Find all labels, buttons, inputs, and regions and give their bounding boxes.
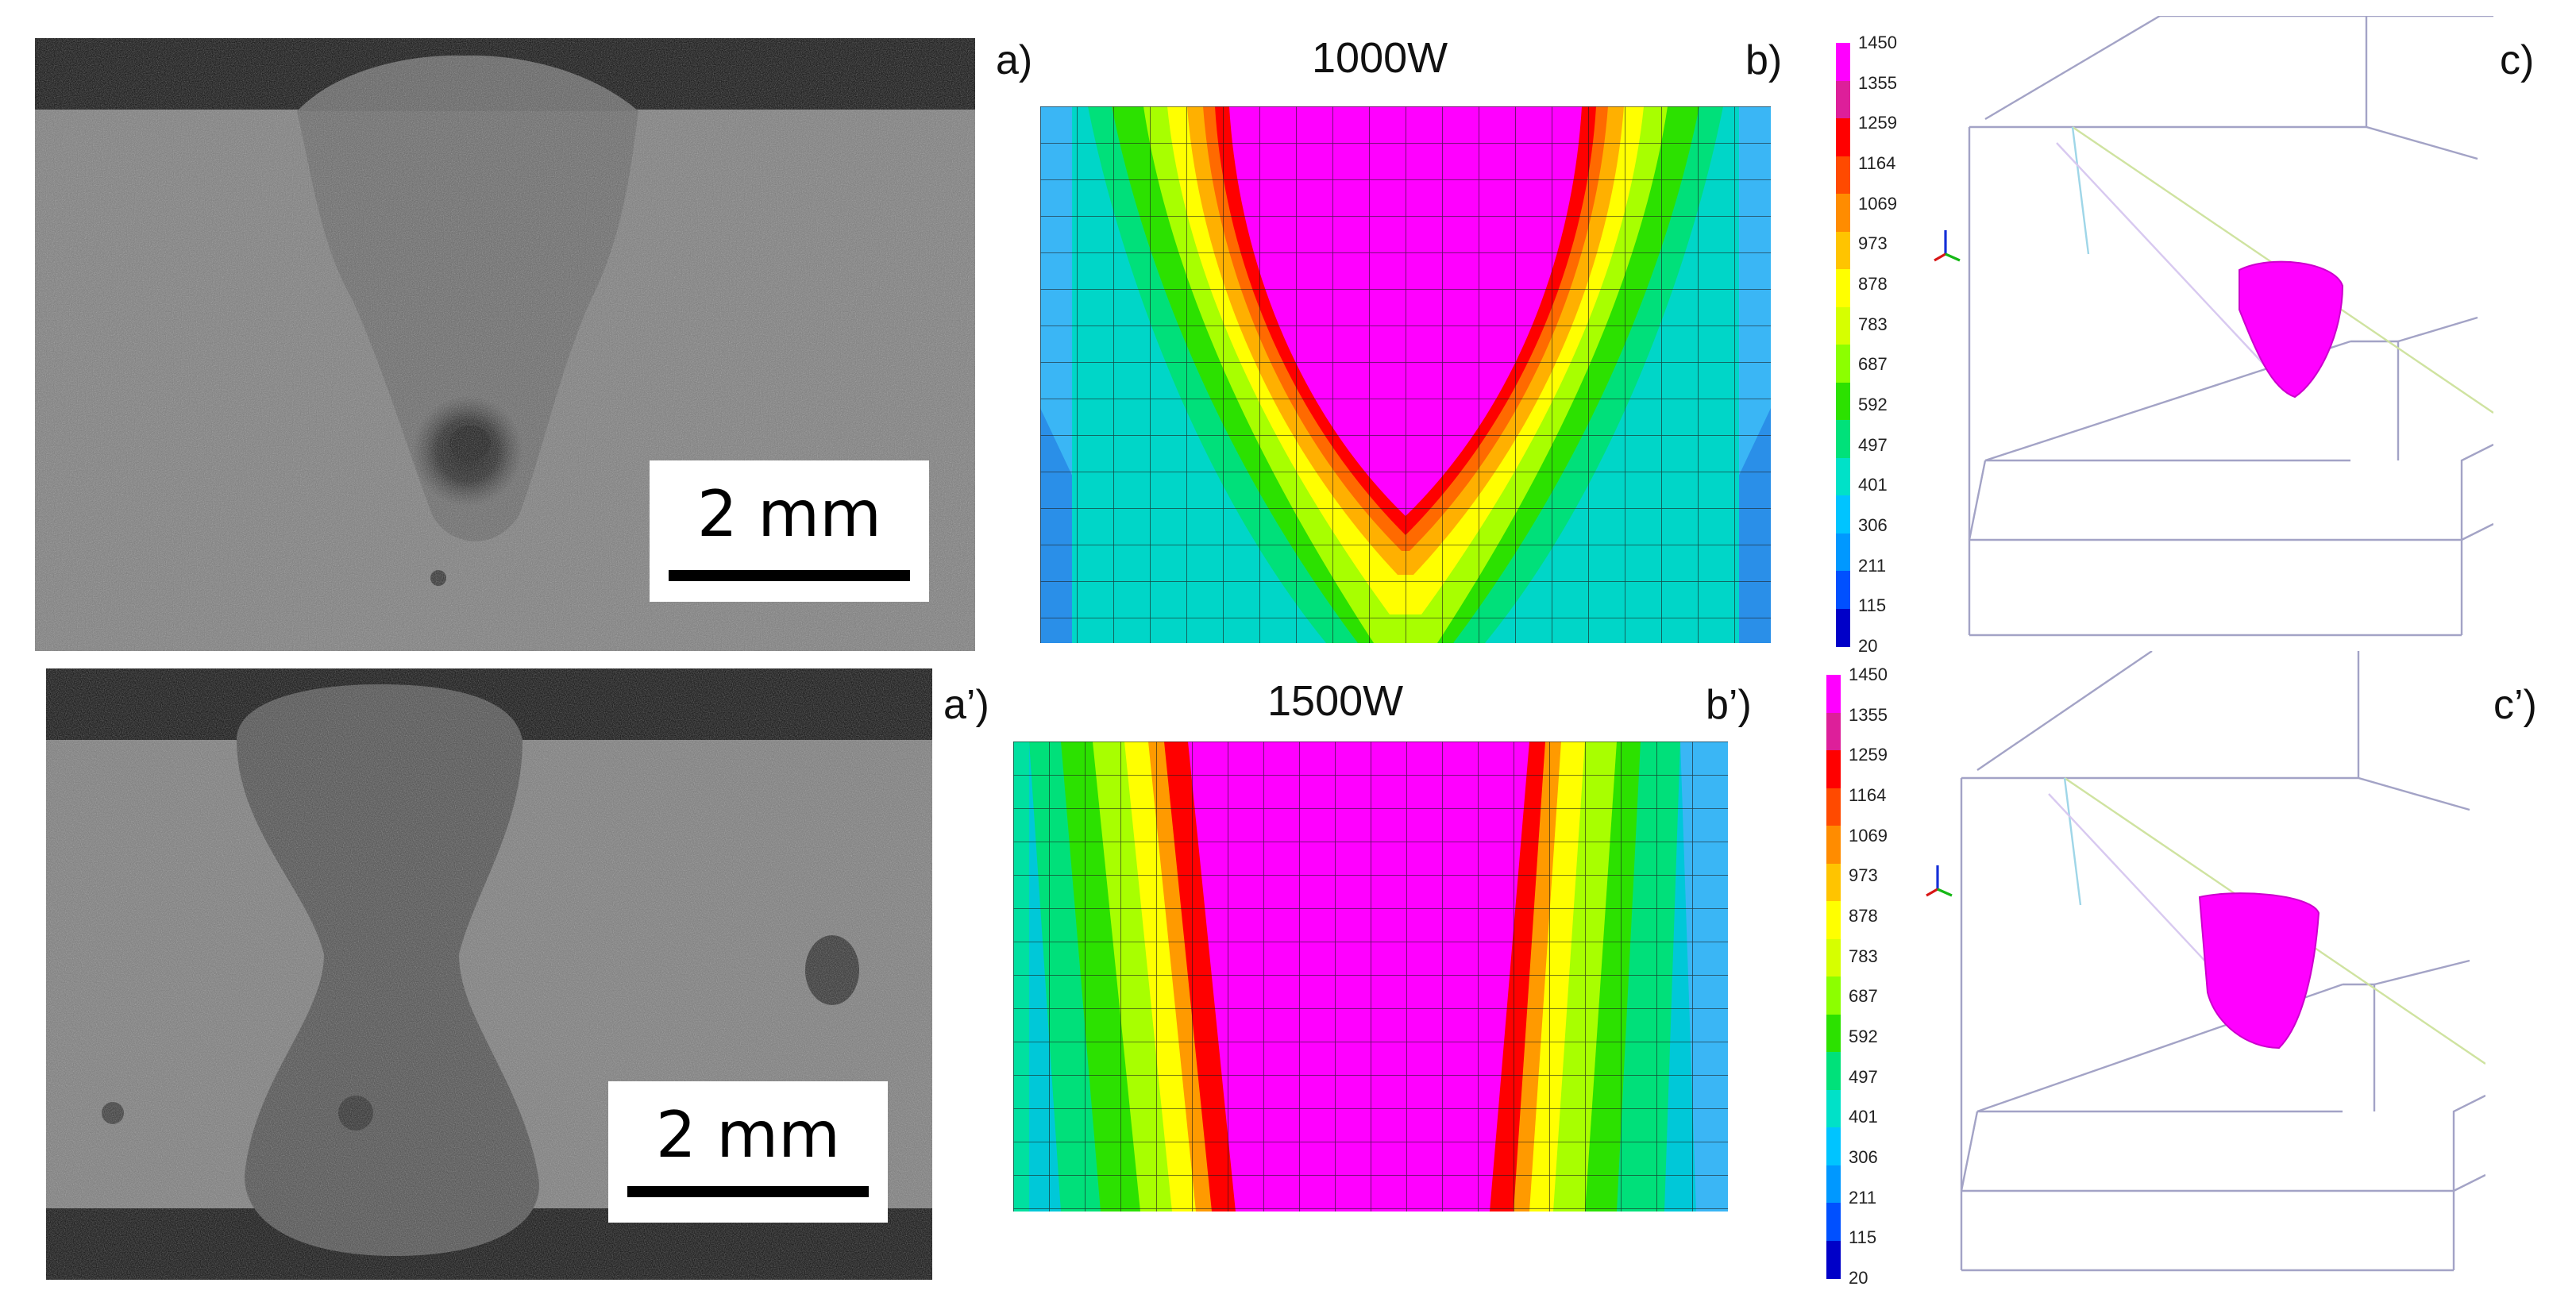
scale-bar-label: 2 mm: [696, 477, 882, 551]
panel-label-a: a): [996, 37, 1033, 83]
fem-section-1000w: [1040, 106, 1771, 643]
legend-swatch: [1826, 750, 1841, 789]
legend-swatch: [1836, 156, 1850, 195]
legend-swatch: [1836, 80, 1850, 119]
legend-swatch: [1826, 901, 1841, 940]
legend-tick-label: 20: [1858, 636, 1878, 656]
legend-tick-label: 783: [1849, 946, 1878, 966]
legend-tick-label: 115: [1858, 595, 1887, 616]
legend-tick-label: 878: [1849, 906, 1878, 926]
legend-swatch: [1836, 194, 1850, 233]
panel-label-b: b): [1745, 37, 1783, 83]
3d-model-1500w: [1914, 650, 2486, 1286]
temperature-legend-1500w: 1450 1355 1259 1164 1069 973 878 783 687 592 497 40…: [1825, 664, 1920, 1287]
legend-tick-label: 1259: [1858, 113, 1897, 133]
legend-tick-label: 497: [1858, 434, 1888, 455]
legend-swatch: [1836, 382, 1850, 421]
temperature-legend-1000w: 1450 1355 1259 1164 1069 973 878 783 687 592 497 40…: [1834, 32, 1930, 655]
legend-swatch: [1836, 118, 1850, 157]
legend-swatch: [1826, 938, 1841, 977]
legend-tick-label: 592: [1858, 395, 1888, 414]
panel-title-1500w: 1500W: [1267, 677, 1404, 725]
legend-swatch: [1826, 1165, 1841, 1204]
3d-model-1000w: [1922, 14, 2494, 651]
micrograph-1500w: 2 mm: [46, 668, 932, 1280]
legend-tick-label: 1069: [1849, 825, 1888, 846]
legend-swatch: [1836, 457, 1850, 496]
legend-colorbar-1500w: [1826, 675, 1841, 1279]
legend-tick-label: 783: [1858, 314, 1888, 334]
legend-tick-label: 687: [1858, 354, 1888, 375]
legend-tick-label: 306: [1858, 515, 1888, 535]
legend-tick-label: 497: [1849, 1066, 1878, 1087]
legend-swatch: [1836, 495, 1850, 534]
legend-swatch: [1826, 1014, 1841, 1053]
legend-tick-label: 1259: [1849, 745, 1888, 765]
3d-wireframe-1000w: [1934, 14, 2494, 637]
scale-bar-box-2: 2 mm: [608, 1081, 888, 1223]
panel-label-c-prime: c’): [2493, 682, 2537, 728]
legend-swatch: [1826, 1240, 1841, 1279]
legend-swatch: [1826, 712, 1841, 751]
axis-triad-icon: [1934, 230, 1961, 262]
scale-bar-box: 2 mm: [650, 460, 929, 602]
legend-tick-label: 401: [1858, 475, 1888, 495]
legend-tick-label: 1450: [1849, 664, 1888, 684]
legend-tick-label: 211: [1849, 1187, 1877, 1208]
legend-tick-label: 1355: [1858, 72, 1897, 93]
legend-swatch: [1836, 533, 1850, 572]
legend-swatch: [1836, 608, 1850, 647]
scale-bar-line: [669, 570, 910, 581]
legend-tick-label: 20: [1849, 1268, 1868, 1288]
legend-tick-label: 1355: [1849, 704, 1888, 725]
fem-contour-1500w: [1013, 742, 1728, 1211]
legend-tick-label: 1450: [1858, 33, 1897, 52]
legend-swatch: [1836, 231, 1850, 270]
legend-swatch: [1826, 826, 1841, 865]
fem-contour-1000w: [1040, 106, 1771, 643]
axis-triad-icon-2: [1926, 865, 1953, 897]
legend-tick-label: 1164: [1849, 785, 1887, 805]
panel-label-c: c): [2500, 37, 2535, 83]
3d-wireframe-1500w: [1926, 650, 2486, 1272]
panel-label-b-prime: b’): [1706, 682, 1752, 728]
legend-swatch: [1826, 1127, 1841, 1166]
legend-swatch: [1826, 1052, 1841, 1091]
legend-swatch: [1836, 43, 1850, 82]
legend-swatch: [1826, 1089, 1841, 1128]
micrograph-1000w: 2 mm: [35, 38, 975, 651]
legend-colorbar-1000w: [1836, 43, 1850, 647]
legend-tick-label: 592: [1849, 1027, 1878, 1046]
legend-swatch: [1826, 675, 1841, 714]
legend-tick-label: 878: [1858, 274, 1888, 294]
legend-swatch: [1826, 1203, 1841, 1242]
legend-tick-label: 973: [1858, 233, 1888, 254]
legend-swatch: [1826, 788, 1841, 826]
melt-pool-shape-2: [2198, 892, 2320, 1050]
panel-label-a-prime: a’): [943, 682, 989, 728]
legend-swatch: [1836, 420, 1850, 459]
legend-tick-label: 115: [1849, 1227, 1877, 1248]
fem-section-1500w: [1013, 742, 1728, 1211]
legend-tick-label: 1164: [1858, 153, 1896, 173]
legend-swatch: [1836, 571, 1850, 610]
legend-swatch: [1826, 976, 1841, 1015]
legend-tick-label: 211: [1858, 555, 1887, 576]
melt-pool-shape: [2239, 260, 2344, 399]
scale-bar-line-2: [627, 1186, 869, 1197]
panel-title-1000w: 1000W: [1312, 34, 1448, 82]
legend-tick-label: 1069: [1858, 193, 1897, 214]
legend-swatch: [1836, 269, 1850, 308]
legend-tick-label: 306: [1849, 1147, 1878, 1167]
scale-bar-label-2: 2 mm: [655, 1098, 841, 1172]
legend-swatch: [1826, 863, 1841, 902]
legend-tick-label: 973: [1849, 865, 1878, 886]
legend-tick-label: 401: [1849, 1107, 1878, 1127]
legend-tick-label: 687: [1849, 986, 1878, 1007]
legend-swatch: [1836, 306, 1850, 345]
legend-swatch: [1836, 345, 1850, 383]
